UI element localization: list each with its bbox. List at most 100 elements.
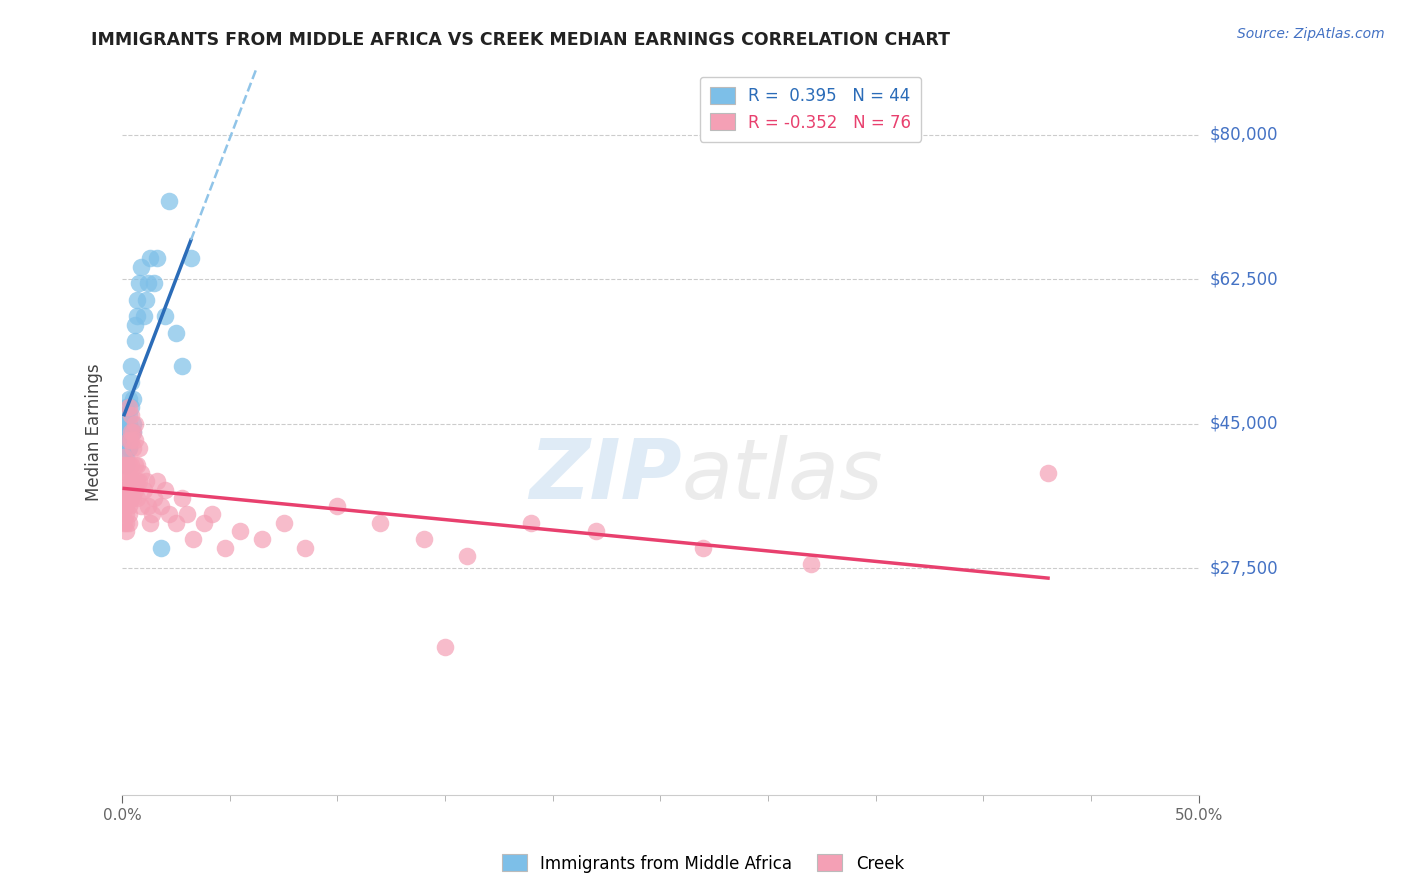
Point xyxy=(181,533,204,547)
Point xyxy=(124,334,146,348)
Point xyxy=(115,500,138,514)
Point xyxy=(412,533,434,547)
Point xyxy=(112,483,135,497)
Point xyxy=(121,425,143,439)
Point xyxy=(112,450,135,464)
Point xyxy=(1036,466,1059,480)
Point xyxy=(112,458,135,472)
Point xyxy=(115,450,138,464)
Point xyxy=(115,409,138,423)
Legend: Immigrants from Middle Africa, Creek: Immigrants from Middle Africa, Creek xyxy=(495,847,911,880)
Point xyxy=(112,425,135,439)
Point xyxy=(115,433,138,447)
Text: ZIP: ZIP xyxy=(529,435,682,516)
Point xyxy=(193,516,215,530)
Text: $62,500: $62,500 xyxy=(1211,270,1278,288)
Point xyxy=(115,491,138,505)
Point xyxy=(120,425,142,439)
Point xyxy=(121,491,143,505)
Point xyxy=(434,640,457,654)
Point xyxy=(117,483,139,497)
Point xyxy=(121,417,143,431)
Point xyxy=(117,433,139,447)
Text: Source: ZipAtlas.com: Source: ZipAtlas.com xyxy=(1237,27,1385,41)
Y-axis label: Median Earnings: Median Earnings xyxy=(86,363,103,500)
Point xyxy=(115,524,138,538)
Point xyxy=(153,310,176,324)
Point xyxy=(692,541,714,555)
Point xyxy=(117,458,139,472)
Point xyxy=(115,400,138,414)
Point xyxy=(180,252,202,266)
Point xyxy=(229,524,252,538)
Point xyxy=(120,433,142,447)
Point xyxy=(112,409,135,423)
Point xyxy=(124,318,146,332)
Point xyxy=(124,458,146,472)
Point xyxy=(135,293,157,307)
Point xyxy=(121,425,143,439)
Point xyxy=(117,417,139,431)
Point xyxy=(117,516,139,530)
Point xyxy=(115,458,138,472)
Point xyxy=(172,491,194,505)
Point xyxy=(115,508,138,522)
Point xyxy=(176,508,198,522)
Point xyxy=(165,326,187,340)
Legend: R =  0.395   N = 44, R = -0.352   N = 76: R = 0.395 N = 44, R = -0.352 N = 76 xyxy=(700,77,921,142)
Point xyxy=(135,475,157,489)
Point xyxy=(143,491,166,505)
Point xyxy=(115,417,138,431)
Point xyxy=(136,277,159,291)
Point xyxy=(273,516,295,530)
Point xyxy=(124,433,146,447)
Point xyxy=(117,491,139,505)
Point xyxy=(139,516,162,530)
Point xyxy=(141,508,163,522)
Point xyxy=(128,475,150,489)
Point xyxy=(128,442,150,456)
Point xyxy=(153,483,176,497)
Point xyxy=(214,541,236,555)
Point xyxy=(127,458,149,472)
Point xyxy=(165,516,187,530)
Point xyxy=(120,475,142,489)
Point xyxy=(121,442,143,456)
Point xyxy=(115,475,138,489)
Point xyxy=(127,491,149,505)
Point xyxy=(800,557,823,571)
Point xyxy=(115,516,138,530)
Point xyxy=(131,466,153,480)
Point xyxy=(112,500,135,514)
Point xyxy=(112,442,135,456)
Point xyxy=(132,483,155,497)
Point xyxy=(117,409,139,423)
Point xyxy=(159,508,181,522)
Point xyxy=(124,483,146,497)
Point xyxy=(520,516,543,530)
Point xyxy=(112,516,135,530)
Point xyxy=(250,533,273,547)
Point xyxy=(120,409,142,423)
Text: $27,500: $27,500 xyxy=(1211,559,1278,577)
Point xyxy=(115,483,138,497)
Point xyxy=(145,475,167,489)
Point xyxy=(117,500,139,514)
Point xyxy=(131,260,153,274)
Point xyxy=(115,425,138,439)
Text: atlas: atlas xyxy=(682,435,883,516)
Point xyxy=(127,310,149,324)
Point xyxy=(112,433,135,447)
Point xyxy=(294,541,316,555)
Point xyxy=(112,491,135,505)
Point xyxy=(117,433,139,447)
Point xyxy=(115,458,138,472)
Point xyxy=(117,392,139,406)
Point xyxy=(370,516,392,530)
Point xyxy=(201,508,224,522)
Point xyxy=(117,425,139,439)
Text: $45,000: $45,000 xyxy=(1211,415,1278,433)
Point xyxy=(326,500,349,514)
Point xyxy=(136,500,159,514)
Point xyxy=(456,549,478,563)
